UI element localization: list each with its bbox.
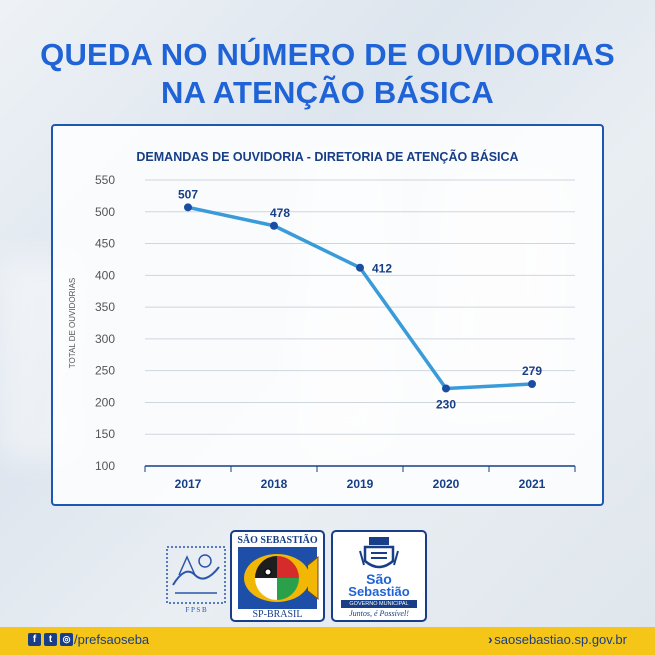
series-line bbox=[187, 205, 533, 391]
x-tick-label: 2017 bbox=[175, 477, 202, 491]
twitter-icon[interactable]: t bbox=[44, 633, 57, 646]
y-tick-label: 100 bbox=[95, 459, 115, 473]
y-tick-label: 250 bbox=[95, 364, 115, 378]
fish-emblem-icon bbox=[238, 547, 319, 609]
city-emblem-bottom: SP-BRASIL bbox=[252, 609, 303, 620]
gov-name-line1: São bbox=[366, 571, 392, 587]
chart-title: DEMANDAS DE OUVIDORIA - DIRETORIA DE ATE… bbox=[136, 150, 519, 164]
y-axis-label: TOTAL DE OUVIDORIAS bbox=[68, 278, 77, 369]
city-emblem-logo: SÃO SEBASTIÃO SP-BRASIL bbox=[230, 530, 325, 622]
data-point bbox=[442, 384, 450, 393]
data-label: 230 bbox=[436, 397, 456, 411]
social-icons: f t ◎ bbox=[28, 633, 73, 646]
seal-logo: F P S B bbox=[165, 545, 227, 617]
page-title: QUEDA NO NÚMERO DE OUVIDORIAS NA ATENÇÃO… bbox=[0, 36, 655, 112]
gov-name-line2: Sebastião bbox=[348, 584, 410, 599]
seal-letters: F P S B bbox=[185, 606, 207, 614]
instagram-icon[interactable]: ◎ bbox=[60, 633, 73, 646]
data-label: 412 bbox=[372, 262, 392, 276]
data-point bbox=[528, 380, 536, 389]
city-emblem-top: SÃO SEBASTIÃO bbox=[237, 535, 318, 546]
website-link[interactable]: saosebastiao.sp.gov.br bbox=[494, 632, 627, 647]
y-tick-label: 300 bbox=[95, 332, 115, 346]
gov-slogan: Juntos, é Possível! bbox=[349, 609, 409, 618]
data-label: 507 bbox=[178, 187, 198, 201]
social-handle[interactable]: /prefsaoseba bbox=[74, 632, 150, 647]
data-label: 478 bbox=[270, 206, 290, 220]
chevron-right-icon: › bbox=[488, 631, 493, 647]
data-label: 279 bbox=[522, 364, 542, 378]
chart-panel: DEMANDAS DE OUVIDORIA - DIRETORIA DE ATE… bbox=[51, 124, 604, 506]
facebook-icon[interactable]: f bbox=[28, 633, 41, 646]
x-tick-label: 2019 bbox=[347, 477, 374, 491]
data-point bbox=[184, 203, 192, 212]
data-point bbox=[270, 221, 278, 230]
gov-subtitle: GOVERNO MUNICIPAL bbox=[341, 600, 417, 608]
y-tick-label: 400 bbox=[95, 268, 115, 282]
y-tick-label: 550 bbox=[95, 173, 115, 187]
y-tick-label: 500 bbox=[95, 205, 115, 219]
y-tick-label: 350 bbox=[95, 300, 115, 314]
x-tick-label: 2021 bbox=[519, 477, 546, 491]
coat-of-arms-icon bbox=[359, 537, 399, 569]
y-tick-label: 150 bbox=[95, 427, 115, 441]
y-tick-label: 450 bbox=[95, 237, 115, 251]
footer-bar bbox=[0, 627, 655, 655]
title-line-1: QUEDA NO NÚMERO DE OUVIDORIAS bbox=[40, 37, 615, 72]
title-line-2: NA ATENÇÃO BÁSICA bbox=[161, 75, 494, 110]
x-tick-label: 2020 bbox=[433, 477, 460, 491]
y-tick-label: 200 bbox=[95, 395, 115, 409]
government-logo: São Sebastião GOVERNO MUNICIPAL Juntos, … bbox=[331, 530, 427, 622]
x-tick-label: 2018 bbox=[261, 477, 288, 491]
data-point bbox=[356, 263, 364, 272]
